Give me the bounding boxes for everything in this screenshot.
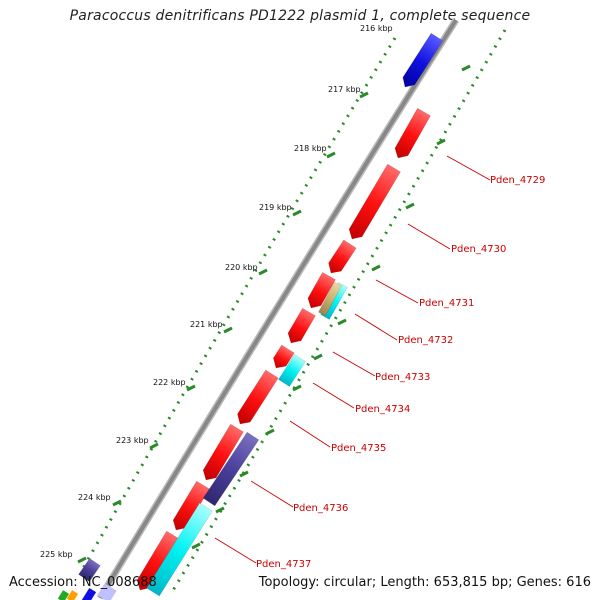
gene-label: Pden_4729	[490, 175, 545, 186]
kbp-label: 223 kbp	[116, 436, 149, 445]
cds-tan-1	[318, 281, 342, 317]
leader-line	[407, 223, 451, 250]
gene-label: Pden_4735	[331, 443, 386, 454]
edge-feature-lavender	[97, 583, 117, 600]
gene-features	[78, 32, 444, 597]
track-tick	[337, 318, 347, 326]
leader-line	[446, 155, 491, 181]
leader-line	[250, 480, 294, 508]
track-tick	[313, 353, 323, 361]
kbp-label: 225 kbp	[40, 550, 73, 559]
leader-line	[289, 420, 331, 448]
track-tick	[371, 264, 381, 272]
kbp-label: 222 kbp	[153, 378, 186, 387]
leader-line	[354, 313, 398, 341]
leader-line	[375, 279, 419, 304]
cds-red-8	[202, 423, 244, 481]
ruler-tick	[258, 268, 268, 276]
cds-red-2	[348, 163, 401, 240]
ruler-tick	[359, 91, 369, 99]
gene-label: Pden_4737	[256, 559, 311, 570]
kbp-label: 217 kbp	[328, 85, 361, 94]
leader-line	[214, 537, 257, 564]
edge-feature-blue	[81, 587, 97, 600]
gene-label: Pden_4732	[398, 335, 453, 346]
track-tick	[191, 542, 201, 550]
ruler-tick	[149, 442, 159, 450]
track-tick	[292, 384, 302, 392]
cds-blue-1	[402, 32, 444, 88]
ruler-tick	[112, 499, 122, 507]
edge-feature-green	[57, 590, 70, 600]
kbp-label: 216 kbp	[360, 24, 393, 33]
ruler-tick	[292, 209, 302, 217]
accession-text: Accession: NC_008688	[9, 575, 157, 590]
gene-label: Pden_4731	[419, 298, 474, 309]
cds-cyan-2	[278, 354, 306, 387]
cds-red-6	[273, 344, 295, 369]
kbp-label: 220 kbp	[225, 263, 258, 272]
track-tick	[405, 202, 415, 210]
ruler-tick	[77, 556, 87, 564]
leader-line	[312, 382, 355, 409]
map-title: Paracoccus denitrificans PD1222 plasmid …	[69, 8, 531, 24]
gene-label: Pden_4736	[293, 503, 348, 514]
cds-red-4	[307, 271, 336, 309]
cds-red-7	[237, 369, 279, 425]
cds-red-3	[328, 239, 357, 274]
track-tick	[239, 470, 249, 478]
gene-label: Pden_4733	[375, 372, 430, 383]
kbp-labels: 216 kbp 217 kbp 218 kbp 219 kbp 220 kbp 221 k…	[40, 24, 393, 559]
leader-line	[332, 351, 376, 377]
track-tick	[461, 64, 471, 72]
gene-label: Pden_4730	[451, 244, 506, 255]
kbp-label: 224 kbp	[78, 493, 111, 502]
gene-labels: Pden_4729 Pden_4730 Pden_4731 Pden_4732 Pden…	[256, 175, 545, 570]
ruler-ticks	[77, 64, 471, 564]
ruler-track-outer	[80, 37, 397, 571]
cds-red-5	[287, 307, 316, 344]
edge-feature-orange	[66, 590, 79, 600]
kbp-label: 218 kbp	[294, 144, 327, 153]
backbone	[98, 18, 458, 600]
track-tick	[265, 428, 275, 436]
cds-purple-1	[202, 431, 260, 507]
kbp-label: 219 kbp	[259, 203, 292, 212]
topology-summary: Topology: circular; Length: 653,815 bp; …	[258, 575, 591, 590]
ruler-tick	[223, 326, 233, 334]
ruler-tick	[326, 151, 336, 159]
cds-cyan-3	[146, 502, 213, 597]
label-leaders	[214, 155, 491, 564]
cds-purple-2	[78, 557, 101, 583]
track-tick	[436, 138, 446, 146]
track-tick	[215, 506, 225, 514]
gene-label: Pden_4734	[355, 404, 410, 415]
ruler-tick	[186, 384, 196, 392]
cds-red-1	[394, 107, 431, 159]
kbp-label: 221 kbp	[190, 320, 223, 329]
